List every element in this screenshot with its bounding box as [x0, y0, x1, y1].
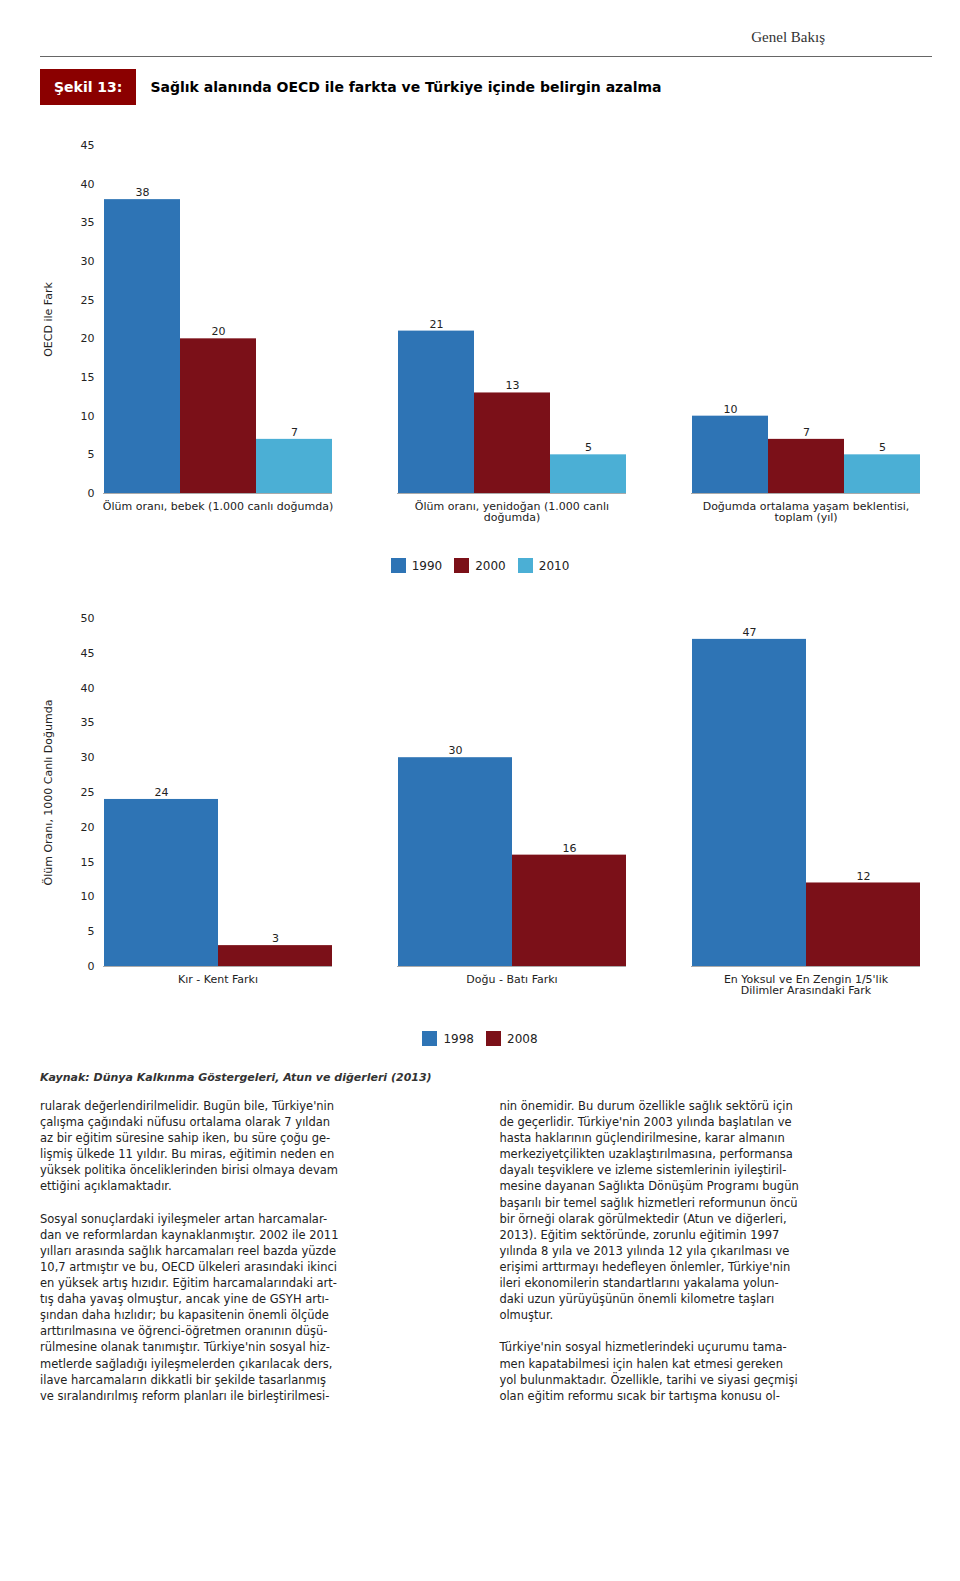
html-text:2010: 2010 [538, 558, 570, 573]
html-text:1998: 1998 [443, 1031, 474, 1046]
html-text:Genel Bakış: Genel Bakış [751, 29, 825, 45]
svg-text:38: 38 [136, 186, 150, 199]
svg-text:20: 20 [81, 821, 95, 834]
svg-text:13: 13 [506, 379, 520, 392]
svg-text:20: 20 [81, 332, 95, 345]
svg-text:30: 30 [81, 751, 95, 764]
svg-text:5: 5 [88, 448, 95, 461]
html-text:nin önemidir. Bu durum özellik: nin önemidir. Bu durum özellikle sağlık … [499, 1099, 799, 1403]
svg-text:5: 5 [585, 441, 592, 454]
svg-text:25: 25 [81, 786, 95, 799]
svg-text:0: 0 [88, 960, 95, 973]
svg-text:Ölüm Oranı, 1000 Canlı Doğumda: Ölüm Oranı, 1000 Canlı Doğumda [42, 700, 55, 886]
svg-text:24: 24 [155, 786, 169, 799]
html-text:2008: 2008 [507, 1031, 538, 1046]
svg-text:10: 10 [81, 890, 95, 903]
svg-text:45: 45 [81, 647, 95, 660]
svg-text:35: 35 [81, 716, 95, 729]
html-text:2000: 2000 [475, 558, 506, 573]
svg-text:40: 40 [81, 178, 95, 191]
svg-text:3: 3 [272, 932, 279, 945]
svg-text:En Yoksul ve En Zengin 1/5'lik: En Yoksul ve En Zengin 1/5'likDilimler A… [724, 973, 889, 997]
svg-text:0: 0 [88, 487, 95, 500]
svg-text:30: 30 [81, 255, 95, 268]
svg-text:Ölüm oranı, bebek (1.000 canlı: Ölüm oranı, bebek (1.000 canlı doğumda) [103, 500, 333, 513]
svg-text:45: 45 [81, 139, 95, 152]
html-text:Sağlık alanında OECD ile farkt: Sağlık alanında OECD ile farkta ve Türki… [150, 79, 662, 95]
svg-text:25: 25 [81, 294, 95, 307]
svg-text:50: 50 [81, 612, 95, 625]
svg-text:21: 21 [430, 318, 444, 331]
html-text:rularak değerlendirilmelidir.: rularak değerlendirilmelidir. Bugün bile… [40, 1099, 339, 1403]
svg-text:12: 12 [857, 870, 871, 883]
svg-text:40: 40 [81, 682, 95, 695]
svg-text:15: 15 [81, 856, 95, 869]
svg-text:OECD ile Fark: OECD ile Fark [42, 282, 55, 357]
svg-text:10: 10 [81, 410, 95, 423]
svg-text:Doğu - Batı Farkı: Doğu - Batı Farkı [466, 973, 557, 986]
svg-text:35: 35 [81, 216, 95, 229]
svg-text:47: 47 [743, 626, 757, 639]
html-text:1990: 1990 [411, 558, 443, 573]
svg-text:30: 30 [449, 744, 463, 757]
svg-text:Doğumda ortalama yaşam beklent: Doğumda ortalama yaşam beklentisi,toplam… [703, 500, 910, 524]
svg-text:20: 20 [212, 325, 226, 338]
svg-text:Ölüm oranı, yenidoğan (1.000 c: Ölüm oranı, yenidoğan (1.000 canlıdoğumd… [415, 500, 609, 524]
svg-text:16: 16 [563, 842, 577, 855]
svg-text:5: 5 [879, 441, 886, 454]
svg-text:5: 5 [88, 925, 95, 938]
svg-text:Kır - Kent Farkı: Kır - Kent Farkı [178, 973, 258, 986]
html-text:Kaynak: Dünya Kalkınma Gösterg: Kaynak: Dünya Kalkınma Göstergeleri, Atu… [40, 1071, 432, 1084]
svg-text:7: 7 [291, 426, 298, 439]
svg-text:7: 7 [803, 426, 810, 439]
html-text:Şekil 13:: Şekil 13: [54, 79, 123, 95]
svg-text:15: 15 [81, 371, 95, 384]
svg-text:10: 10 [724, 403, 738, 416]
